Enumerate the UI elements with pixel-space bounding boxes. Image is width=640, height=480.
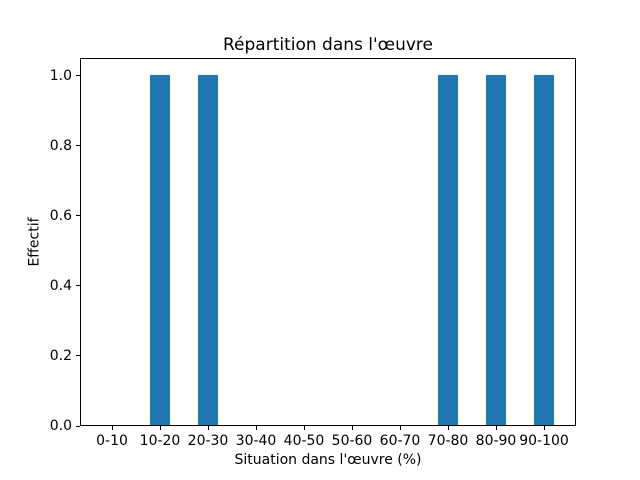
chart-title: Répartition dans l'œuvre: [222, 35, 433, 55]
x-tick-label: 40-50: [283, 433, 325, 449]
y-tick-label: 0.6: [49, 207, 72, 224]
y-tick: [76, 215, 80, 217]
x-tick-label: 20-30: [187, 433, 229, 449]
x-tick: [255, 426, 257, 430]
x-axis-label: Situation dans l'œuvre (%): [234, 452, 422, 468]
bar: [486, 74, 506, 425]
x-tick-label: 30-40: [235, 433, 277, 449]
bar: [150, 74, 170, 425]
x-tick-label: 60-70: [379, 433, 421, 449]
x-tick: [447, 426, 449, 430]
y-tick: [76, 145, 80, 147]
y-tick: [76, 355, 80, 357]
y-tick-label: 0.8: [49, 137, 72, 154]
x-tick: [351, 426, 353, 430]
plot-area: [80, 58, 576, 426]
bar: [534, 74, 554, 425]
x-tick-label: 0-10: [96, 433, 128, 449]
x-tick-label: 50-60: [331, 433, 373, 449]
x-tick-label: 90-100: [519, 433, 569, 449]
x-tick: [111, 426, 113, 430]
y-tick-label: 1.0: [49, 67, 72, 84]
x-tick: [543, 426, 545, 430]
y-axis-label: Effectif: [26, 217, 43, 267]
x-tick: [303, 426, 305, 430]
x-tick-label: 70-80: [427, 433, 469, 449]
y-tick-label: 0.2: [49, 347, 72, 364]
x-tick: [495, 426, 497, 430]
y-tick: [76, 75, 80, 77]
x-tick: [399, 426, 401, 430]
x-tick-label: 10-20: [139, 433, 181, 449]
bar: [438, 74, 458, 425]
bar: [198, 74, 218, 425]
y-tick-label: 0.4: [49, 277, 72, 294]
x-tick: [207, 426, 209, 430]
x-tick-label: 80-90: [475, 433, 517, 449]
y-tick-label: 0.0: [49, 418, 72, 434]
y-tick: [76, 425, 80, 427]
x-tick: [159, 426, 161, 430]
y-tick: [76, 285, 80, 287]
